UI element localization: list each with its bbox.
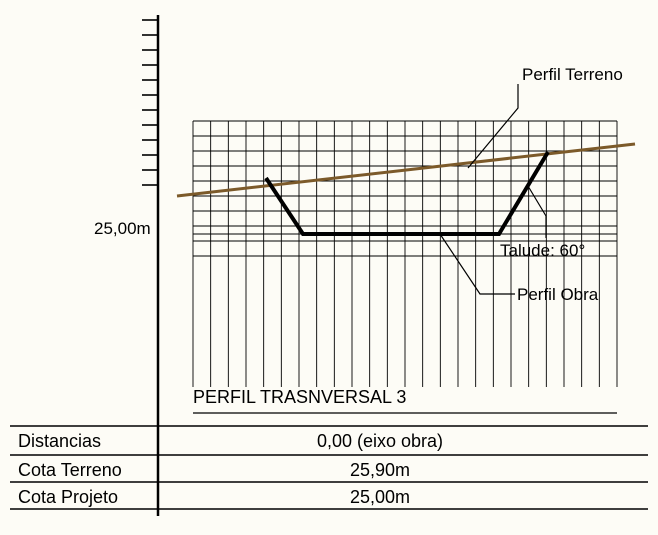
table-row-label: Cota Terreno [18, 460, 122, 480]
label-perfil-obra: Perfil Obra [517, 285, 599, 304]
y-axis-label: 25,00m [94, 219, 151, 238]
section-title: PERFIL TRASNVERSAL 3 [193, 387, 406, 407]
table-row-label: Cota Projeto [18, 487, 118, 507]
table-row-value: 25,00m [350, 487, 410, 507]
table-row-value: 25,90m [350, 460, 410, 480]
table-row-value: 0,00 (eixo obra) [317, 431, 443, 451]
label-talude: Talude: 60° [500, 241, 585, 260]
cross-section-diagram: Perfil Terreno Perfil Obra Talude: 60° 2… [0, 0, 658, 535]
table-row-label: Distancias [18, 431, 101, 451]
label-perfil-terreno: Perfil Terreno [522, 65, 623, 84]
